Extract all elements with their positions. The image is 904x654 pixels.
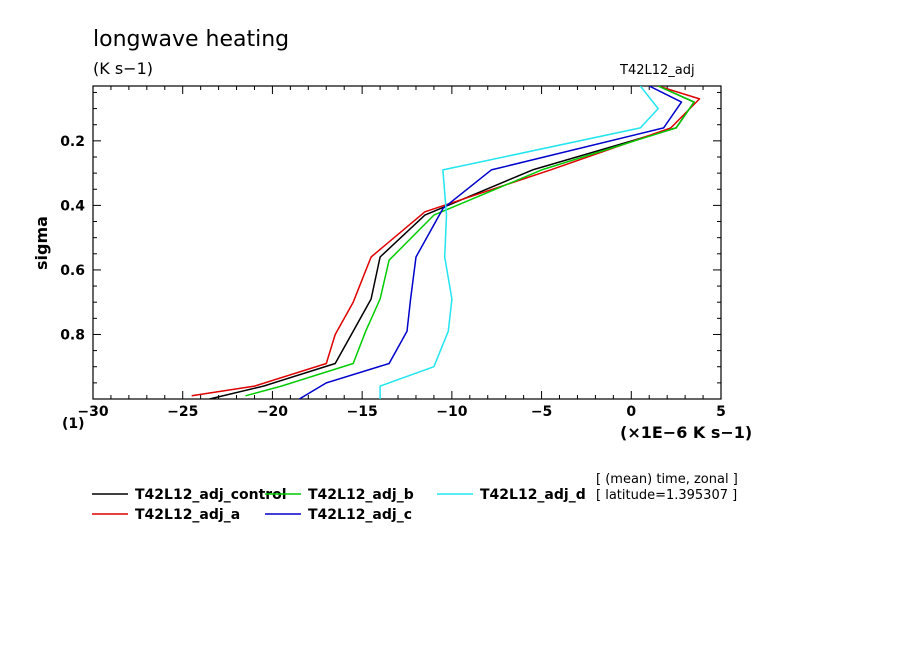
run-label: T42L12_adj — [619, 63, 695, 78]
x-tick-label: 5 — [716, 404, 726, 420]
legend-label-c: T42L12_adj_c — [308, 507, 412, 523]
legend: T42L12_adj_control T42L12_adj_b T42L12_a… — [92, 487, 586, 523]
x-tick-label: −5 — [531, 404, 552, 420]
chart-title: longwave heating — [93, 27, 289, 52]
x-axis-label: (×1E−6 K s−1) — [620, 423, 752, 442]
x-tick-label: −30 — [77, 404, 108, 420]
annotation-latitude: [ latitude=1.395307 ] — [596, 488, 737, 503]
x-tick-label: 0 — [626, 404, 636, 420]
series-line-t42l12-adj-d — [379, 86, 659, 399]
y-tick-label: 0.6 — [60, 263, 85, 279]
series-line-t42l12-adj-a — [191, 86, 701, 397]
y-tick-label: 0.4 — [60, 198, 85, 214]
legend-label-b: T42L12_adj_b — [308, 487, 414, 503]
plot-frame — [92, 85, 722, 400]
annotation-time-zonal: [ (mean) time, zonal ] — [596, 472, 738, 487]
tick-labels: −30 −25 −20 −15 −10 −5 0 5 0.2 0.4 0.6 0.8 — [60, 134, 726, 420]
legend-label-d: T42L12_adj_d — [480, 487, 586, 503]
x-tick-label: −10 — [436, 404, 467, 420]
y-axis-label: sigma — [32, 216, 51, 270]
legend-label-control: T42L12_adj_control — [135, 487, 287, 503]
series-line-t42l12-adj-b — [245, 86, 695, 397]
chart-units: (K s−1) — [93, 59, 153, 78]
series-lines — [191, 86, 701, 399]
axis-ticks — [92, 86, 722, 399]
x-tick-label: −25 — [167, 404, 198, 420]
legend-label-a: T42L12_adj_a — [135, 507, 240, 523]
y-tick-label: 0.8 — [60, 327, 85, 343]
x-tick-label: −20 — [257, 404, 288, 420]
x-tick-label: −15 — [347, 404, 378, 420]
series-line-t42l12-adj-control — [209, 86, 695, 399]
series-line-t42l12-adj-c — [298, 86, 683, 399]
y-tick-label: 0.2 — [60, 134, 85, 150]
corner-label: (1) — [62, 416, 85, 432]
